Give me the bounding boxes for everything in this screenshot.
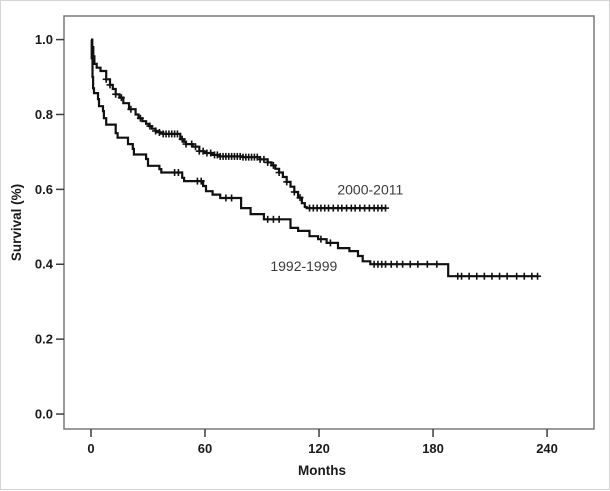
x-tick-label: 180 (422, 441, 444, 456)
y-tick-label: 0.8 (35, 107, 53, 122)
y-axis-title: Survival (%) (9, 184, 24, 261)
x-tick-label: 0 (87, 441, 94, 456)
y-tick-label: 0.6 (35, 182, 53, 197)
curve-label: 2000-2011 (337, 181, 403, 197)
curve-label: 1992-1999 (270, 258, 337, 274)
plot-frame (63, 15, 595, 430)
y-tick-label: 0.4 (35, 257, 54, 272)
y-tick-label: 1.0 (35, 32, 53, 47)
x-tick-label: 60 (198, 441, 212, 456)
x-tick-label: 240 (536, 441, 558, 456)
survival-curve-1992-1999 (90, 38, 538, 278)
x-axis-title: Months (298, 463, 346, 478)
x-tick-label: 120 (308, 441, 330, 456)
y-tick-label: 0.2 (35, 332, 53, 347)
y-tick-label: 0.0 (35, 407, 53, 422)
